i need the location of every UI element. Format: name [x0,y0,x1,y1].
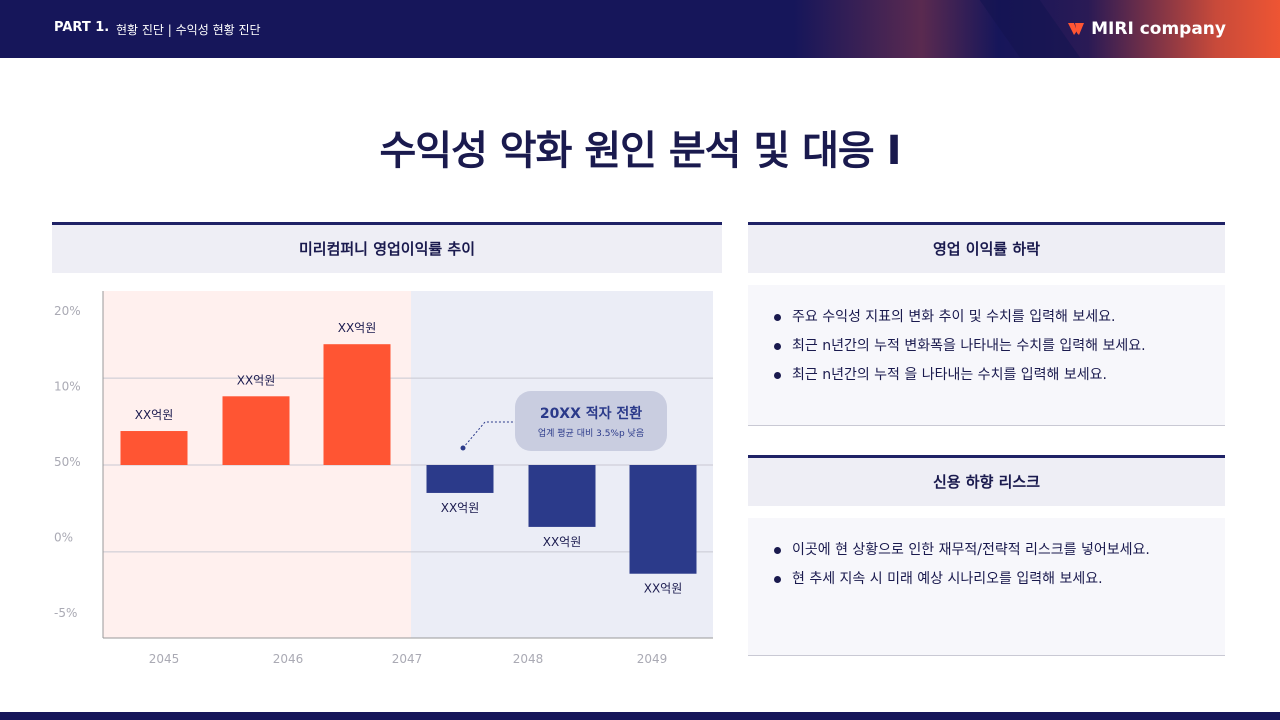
breadcrumb: 현황 진단 | 수익성 현황 진단 [116,23,261,37]
panel-header-1: 영업 이익률 하락 [748,222,1225,273]
page-title: 수익성 악화 원인 분석 및 대응 I [379,128,901,174]
panel-title: 영업 이익률 하락 [932,240,1041,258]
top-bar: PART 1. 현황 진단 | 수익성 현황 진단 MIRI company [0,0,1280,58]
bullet-item: 최근 n년간의 누적 을 나타내는 수치를 입력해 보세요. [772,361,1201,390]
annotation-title: 20XX 적자 전환 [540,405,642,422]
x-tick-label: 2049 [637,652,668,666]
bar [426,465,494,493]
bottom-bar [0,712,1280,720]
logo-text: MIRI company [1091,19,1226,39]
panel-header-2: 신용 하향 리스크 [748,455,1225,506]
bar-label: XX억원 [543,535,582,549]
bullet-item: 주요 수익성 지표의 변화 추이 및 수치를 입력해 보세요. [772,303,1201,332]
bar [528,465,596,527]
panel-body-2: 이곳에 현 상황으로 인한 재무적/전략적 리스크를 넣어보세요. 현 추세 지… [748,518,1225,656]
x-tick-label: 2046 [273,652,304,666]
logo-icon [1068,23,1085,35]
bullet-item: 최근 n년간의 누적 변화폭을 나타내는 수치를 입력해 보세요. [772,332,1201,361]
bar-chart: 20% 10% 50% 0% -5% 2045 2046 2047 2048 2049 XX억원 XX… [54,291,713,666]
bar [629,465,697,574]
bar-label: XX억원 [135,408,174,422]
x-tick-label: 2047 [392,652,423,666]
logo: MIRI company [1067,19,1226,39]
bar-label: XX억원 [441,501,480,515]
y-tick-label: 10% [54,380,81,394]
chart-panel-header: 미리컴퍼니 영업이익률 추이 [52,222,722,273]
y-tick-label: 50% [54,455,81,469]
bar [120,431,188,465]
panel-title: 신용 하향 리스크 [932,473,1041,491]
bullet-item: 이곳에 현 상황으로 인한 재무적/전략적 리스크를 넣어보세요. [772,536,1201,565]
bar-label: XX억원 [338,321,377,335]
bullet-item: 현 추세 지속 시 미래 예상 시나리오를 입력해 보세요. [772,565,1201,594]
y-tick-label: 20% [54,304,81,318]
annotation-subtitle: 업계 평균 대비 3.5%p 낮음 [538,427,644,439]
annotation-box [515,391,667,451]
x-tick-label: 2048 [513,652,544,666]
bar [222,396,290,465]
chart-title: 미리컴퍼니 영업이익률 추이 [298,240,476,258]
bar-label: XX억원 [237,373,276,387]
y-tick-label: 0% [54,531,73,545]
y-tick-label: -5% [54,606,77,620]
bar-label: XX억원 [644,582,683,596]
part-label: PART 1. [54,20,110,35]
bar [323,344,391,465]
x-tick-label: 2045 [149,652,180,666]
panel-body-1: 주요 수익성 지표의 변화 추이 및 수치를 입력해 보세요. 최근 n년간의 … [748,285,1225,426]
